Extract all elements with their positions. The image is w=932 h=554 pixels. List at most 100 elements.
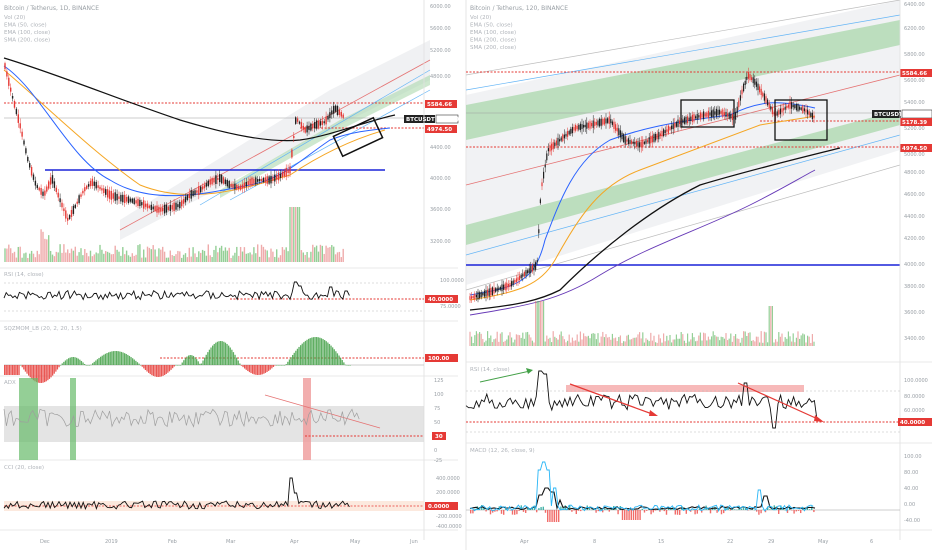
left-volume-bar bbox=[84, 248, 86, 262]
left-volume-bar bbox=[144, 257, 147, 262]
right-candle-body bbox=[703, 111, 705, 120]
left-volume-bar bbox=[198, 251, 200, 262]
right-volume-bar bbox=[471, 336, 473, 346]
right-volume-bar bbox=[701, 340, 703, 346]
left-sqzmom-bar bbox=[184, 358, 187, 365]
left-candle-body bbox=[32, 174, 35, 180]
right-price-tick: 5400.00 bbox=[904, 100, 925, 106]
left-volume-bar bbox=[329, 247, 331, 262]
left-sqzmom-bar bbox=[208, 349, 211, 365]
left-volume-bar bbox=[131, 253, 133, 262]
left-candle-body bbox=[74, 204, 76, 208]
right-macd-bar bbox=[800, 510, 802, 514]
right-candle-body bbox=[719, 109, 721, 115]
right-candle-body bbox=[472, 295, 474, 299]
right-macd-bar bbox=[558, 510, 560, 522]
left-sqzmom-bar bbox=[295, 350, 297, 365]
right-candle-body bbox=[483, 290, 485, 297]
right-macd-bar bbox=[564, 505, 566, 510]
left-sqzmom-bar bbox=[40, 365, 43, 383]
left-price-axis: 6000.00 5600.00 5200.00 4800.00 4400.00 4000.… bbox=[430, 4, 451, 245]
left-candle-body bbox=[23, 140, 25, 145]
right-candle-body bbox=[583, 124, 585, 128]
right-macd-tick: 0.00 bbox=[904, 502, 915, 508]
left-volume-bar bbox=[93, 254, 95, 262]
left-candle-body bbox=[173, 202, 175, 211]
right-macd-bar bbox=[646, 510, 648, 511]
left-volume-bar bbox=[277, 257, 280, 262]
left-volume-bar bbox=[331, 245, 333, 262]
left-candle-body bbox=[203, 184, 206, 189]
left-candle-body bbox=[65, 210, 67, 219]
left-volume-bar bbox=[162, 246, 164, 262]
left-candle-body bbox=[338, 109, 341, 115]
left-sqzmom-bar bbox=[349, 365, 351, 366]
left-sqzmom-bar bbox=[117, 351, 119, 365]
left-candle-body bbox=[40, 187, 42, 195]
right-volume-bar bbox=[680, 332, 682, 346]
left-candle-body bbox=[97, 185, 99, 188]
right-candle-body bbox=[480, 292, 482, 298]
right-candle-body bbox=[575, 125, 577, 131]
left-sqzmom-bar bbox=[287, 361, 289, 365]
right-macd-bar bbox=[621, 510, 624, 520]
right-volume-bar bbox=[696, 340, 698, 346]
right-macd-bar bbox=[780, 505, 782, 510]
right-candle-body bbox=[667, 125, 669, 134]
right-candle-body bbox=[515, 278, 517, 283]
left-sqzmom-bar bbox=[250, 365, 252, 374]
left-volume-bar bbox=[154, 249, 156, 262]
right-candle-body bbox=[499, 286, 501, 290]
right-volume-bar bbox=[810, 342, 812, 346]
left-price-tick: 5200.00 bbox=[430, 48, 451, 54]
left-volume-bar bbox=[234, 252, 236, 262]
left-sqzmom-bar bbox=[232, 352, 235, 365]
left-candle-body bbox=[279, 173, 282, 178]
left-sqzmom-bar bbox=[298, 346, 300, 365]
left-sqzmom-bar bbox=[28, 365, 30, 376]
right-volume-bar bbox=[629, 339, 631, 346]
right-volume-bar bbox=[613, 338, 615, 346]
right-candle-body bbox=[587, 122, 589, 128]
left-green-channel bbox=[220, 75, 430, 198]
left-sqzmom-bar bbox=[293, 352, 295, 365]
right-candle-body bbox=[631, 140, 633, 144]
right-candle-body bbox=[571, 127, 573, 134]
right-macd-bar bbox=[516, 510, 518, 515]
left-time-axis: Dec 2019 Feb Mar Apr May Jun bbox=[40, 539, 418, 545]
left-candle-body bbox=[162, 207, 164, 212]
right-volume-bar bbox=[637, 334, 639, 346]
left-sqzmom-bar bbox=[199, 363, 201, 365]
left_chart-price-tag-bg bbox=[425, 125, 457, 133]
right-candle-body bbox=[602, 118, 604, 125]
left-volume-bar bbox=[165, 257, 168, 262]
left-sqzmom-bar bbox=[320, 338, 323, 365]
right-volume-bar bbox=[487, 331, 489, 346]
right-candle-body bbox=[666, 129, 668, 132]
right-volume-bar bbox=[642, 332, 644, 346]
left-volume-bar bbox=[205, 255, 208, 262]
right-volume-bar bbox=[490, 335, 492, 346]
right-candle-body bbox=[531, 265, 533, 272]
right-macd-bar bbox=[643, 510, 646, 513]
right-volume-bar bbox=[517, 334, 519, 346]
left-candle-body bbox=[10, 87, 12, 92]
right-macd-bar bbox=[599, 508, 602, 510]
right-candle-body bbox=[727, 113, 729, 117]
left-cci-tag-label: 0.0000 bbox=[428, 504, 449, 510]
right-macd-bar bbox=[511, 510, 514, 515]
right-volume-bar bbox=[813, 341, 815, 346]
right-channel-blue-top bbox=[465, 14, 901, 91]
right-volume-bar bbox=[776, 341, 778, 346]
right-volume-bar bbox=[583, 333, 585, 346]
left-sqzmom-bar bbox=[224, 342, 227, 365]
right-macd-bar bbox=[626, 510, 628, 520]
left-sqzmom-bar bbox=[268, 365, 270, 371]
left-sqzmom-bar bbox=[96, 359, 99, 365]
right-candle-body bbox=[498, 287, 500, 291]
right-volume-bar bbox=[690, 339, 692, 346]
right-candle-body bbox=[656, 133, 658, 140]
left-sqzmom-bar bbox=[260, 365, 262, 375]
right-candle-body bbox=[738, 100, 740, 108]
